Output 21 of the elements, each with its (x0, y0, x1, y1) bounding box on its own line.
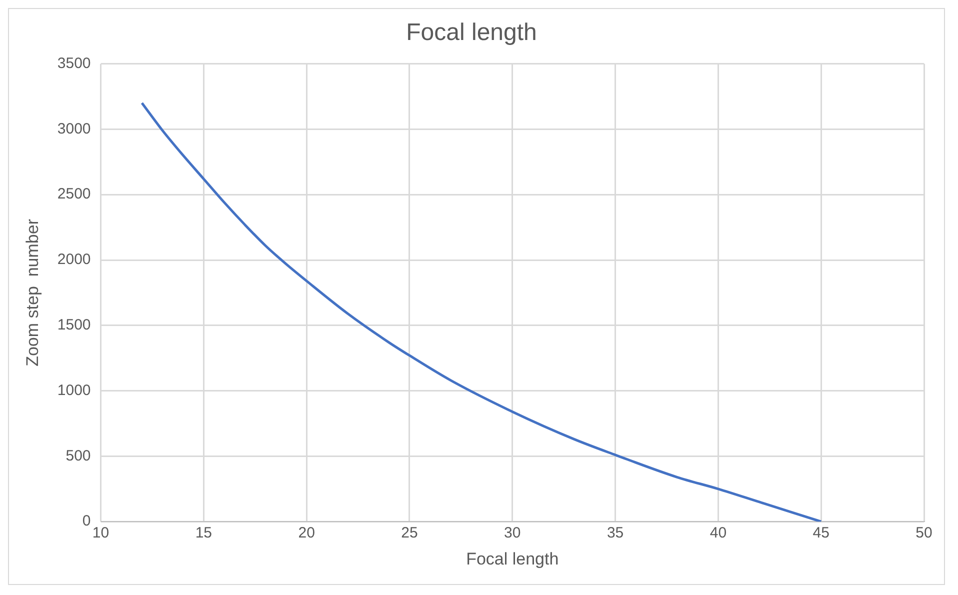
y-tick-label: 3000 (57, 120, 91, 138)
y-tick-label: 1500 (57, 316, 91, 334)
chart-title: Focal length (406, 19, 537, 46)
x-tick-label: 20 (298, 524, 315, 542)
y-tick-label: 2000 (57, 251, 91, 268)
y-tick-label: 3500 (57, 54, 91, 72)
x-axis-title: Focal length (466, 549, 559, 568)
y-axis-title: Zoom step number (22, 218, 42, 366)
x-tick-label: 25 (401, 524, 418, 542)
line-series (140, 102, 822, 522)
y-tick-label: 2500 (57, 186, 91, 203)
x-tick-label: 45 (812, 524, 830, 542)
x-tick-label: 30 (504, 524, 521, 542)
y-tick-label: 1000 (57, 382, 91, 399)
x-tick-label: 50 (916, 524, 932, 542)
x-tick-label: 35 (606, 524, 624, 542)
y-tick-label: 500 (66, 447, 91, 464)
x-tick-label: 15 (195, 524, 212, 542)
x-tick-label: 40 (710, 524, 727, 542)
x-tick-label: 10 (92, 524, 110, 542)
y-tick-label: 0 (82, 512, 91, 530)
